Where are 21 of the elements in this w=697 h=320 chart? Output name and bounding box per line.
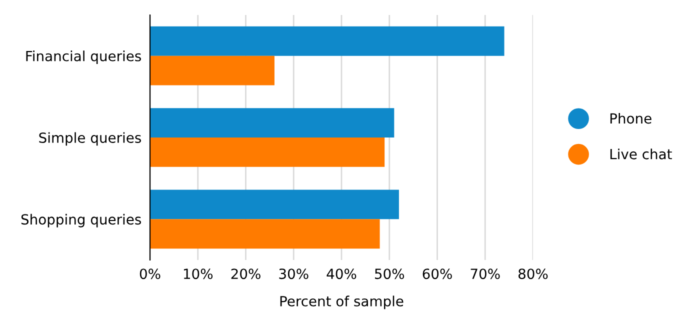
bar — [150, 108, 394, 138]
y-tick-label: Simple queries — [39, 132, 141, 146]
x-tick-label: 0% — [140, 268, 160, 280]
bar — [150, 26, 504, 56]
x-tick-label: 60% — [422, 268, 452, 280]
x-tick-label: 40% — [326, 268, 356, 280]
x-tick-label: 70% — [470, 268, 500, 280]
x-axis-title: Percent of sample — [280, 296, 404, 310]
y-tick-label: Shopping queries — [21, 214, 141, 228]
bar — [150, 138, 385, 167]
bar — [150, 190, 399, 220]
bar — [150, 219, 380, 249]
x-tick-label: 30% — [279, 268, 308, 280]
bar — [150, 56, 274, 86]
legend-label: Phone — [610, 112, 652, 124]
x-tick-label: 50% — [375, 268, 404, 280]
y-tick-label: Financial queries — [26, 50, 141, 64]
x-tick-label: 10% — [184, 268, 213, 280]
x-tick-label: 20% — [231, 268, 260, 280]
x-tick-label: 80% — [518, 268, 548, 280]
legend-label: Live chat — [610, 148, 672, 160]
